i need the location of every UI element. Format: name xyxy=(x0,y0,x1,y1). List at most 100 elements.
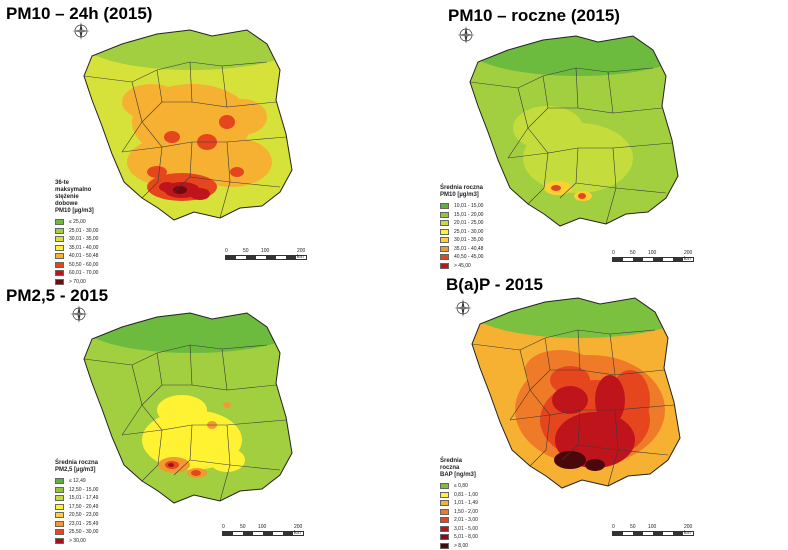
legend-item: 25,50 - 30,00 xyxy=(55,528,98,537)
concentration-zone xyxy=(513,106,583,150)
legend-item: 35,01 - 40,48 xyxy=(440,245,483,254)
legend-swatch xyxy=(440,263,449,269)
legend-label: 50,50 - 60,00 xyxy=(69,262,98,268)
legend-swatch xyxy=(440,229,449,235)
legend-label: 12,50 - 15,00 xyxy=(69,487,98,493)
legend-swatch xyxy=(55,487,64,493)
legend-item: > 70,00 xyxy=(55,278,98,287)
legend-swatch xyxy=(440,203,449,209)
scale-label: 50 xyxy=(243,248,249,254)
scale-label: 0 xyxy=(222,524,225,530)
legend-label: 17,50 - 20,49 xyxy=(69,504,98,510)
legend-item: 10,01 - 15,00 xyxy=(440,202,483,211)
legend-item: 25,01 - 30,00 xyxy=(55,227,98,236)
scale-ruler xyxy=(612,531,694,536)
map-bap xyxy=(450,290,710,505)
legend-label: 15,01 - 20,00 xyxy=(454,212,483,218)
scale-ruler xyxy=(225,255,307,260)
concentration-zone xyxy=(209,448,245,472)
legend-label: 1,50 - 2,00 xyxy=(454,509,478,515)
legend-item: ≤ 12,49 xyxy=(55,477,98,486)
concentration-zone xyxy=(595,375,625,425)
scale-label: 200 km xyxy=(684,250,694,262)
legend-label: 40,01 - 50,48 xyxy=(69,253,98,259)
legend-label: 10,01 - 15,00 xyxy=(454,203,483,209)
legend-label: 25,01 - 30,00 xyxy=(454,229,483,235)
legend-item: 15,01 - 17,49 xyxy=(55,494,98,503)
scale-label: 0 xyxy=(612,524,615,530)
legend-swatch xyxy=(55,245,64,251)
legend-label: 5,01 - 8,00 xyxy=(454,534,478,540)
map-pm25 xyxy=(62,305,322,520)
scale-label: 50 xyxy=(630,250,636,256)
concentration-zone xyxy=(585,459,605,471)
legend-item: 40,01 - 50,48 xyxy=(55,252,98,261)
legend-item: 0,81 - 1,00 xyxy=(440,491,478,500)
concentration-zone xyxy=(159,182,175,192)
legend-swatch xyxy=(55,262,64,268)
legend-swatch xyxy=(440,517,449,523)
legend-swatch xyxy=(440,534,449,540)
concentration-zone xyxy=(223,402,231,408)
legend-label: 25,01 - 30,00 xyxy=(69,228,98,234)
legend-swatch xyxy=(55,478,64,484)
legend-swatch xyxy=(440,220,449,226)
concentration-zone xyxy=(230,167,244,177)
legend-item: 25,01 - 30,00 xyxy=(440,228,483,237)
legend-label: 23,01 - 25,49 xyxy=(69,521,98,527)
legend-label: 0,81 - 1,00 xyxy=(454,492,478,498)
concentration-zone xyxy=(190,188,210,200)
legend-label: 2,01 - 3,00 xyxy=(454,517,478,523)
legend-swatch xyxy=(440,246,449,252)
legend-item: 30,01 - 35,00 xyxy=(440,236,483,245)
scale-label: 50 xyxy=(240,524,246,530)
scale-label: 0 xyxy=(612,250,615,256)
legend-item: 15,01 - 20,00 xyxy=(440,211,483,220)
legend-title: Średnia roczna PM2,5 [µg/m3] xyxy=(55,460,98,474)
concentration-zone xyxy=(168,463,174,467)
legend-swatch xyxy=(440,526,449,532)
scale-ruler xyxy=(612,257,694,262)
concentration-zone xyxy=(157,395,207,425)
concentration-zone xyxy=(578,193,586,199)
legend-label: 60,01 - 70,00 xyxy=(69,270,98,276)
legend-label: > 70,00 xyxy=(69,279,86,285)
legend-label: 15,01 - 17,49 xyxy=(69,495,98,501)
legend-item: 20,50 - 23,00 xyxy=(55,511,98,520)
legend-label: 20,01 - 25,00 xyxy=(454,220,483,226)
legend-label: > 45,00 xyxy=(454,263,471,269)
concentration-zone xyxy=(191,470,201,476)
legend-item: 1,50 - 2,00 xyxy=(440,508,478,517)
panel-title: PM2,5 - 2015 xyxy=(6,286,108,306)
legend-item: 20,01 - 25,00 xyxy=(440,219,483,228)
concentration-zone xyxy=(147,166,167,178)
legend-swatch xyxy=(440,483,449,489)
legend-swatch xyxy=(440,492,449,498)
legend-label: ≤ 25,00 xyxy=(69,219,86,225)
legend-swatch xyxy=(55,504,64,510)
scale-label: 200 km xyxy=(294,524,304,536)
legend-swatch xyxy=(440,509,449,515)
scale-label: 0 xyxy=(225,248,228,254)
legend-item: 50,50 - 60,00 xyxy=(55,261,98,270)
legend-label: 35,01 - 40,48 xyxy=(454,246,483,252)
legend-item: > 30,00 xyxy=(55,537,98,546)
legend-label: 35,01 - 40,00 xyxy=(69,245,98,251)
map-pm10-annual xyxy=(448,28,708,243)
legend-swatch xyxy=(55,512,64,518)
legend-swatch xyxy=(55,236,64,242)
map-pm10-24h xyxy=(62,22,322,237)
scale-label: 100 xyxy=(261,248,269,254)
legend-swatch xyxy=(440,543,449,549)
legend-item: 5,01 - 8,00 xyxy=(440,533,478,542)
legend-item: 3,01 - 5,00 xyxy=(440,525,478,534)
legend-label: 40,50 - 45,00 xyxy=(454,254,483,260)
legend-item: ≤ 25,00 xyxy=(55,218,98,227)
legend-label: 30,01 - 35,00 xyxy=(69,236,98,242)
legend-pm10-24h: 36-te maksymalno stężenie dobowe PM10 [µ… xyxy=(55,180,98,286)
scale-ruler xyxy=(222,531,304,536)
